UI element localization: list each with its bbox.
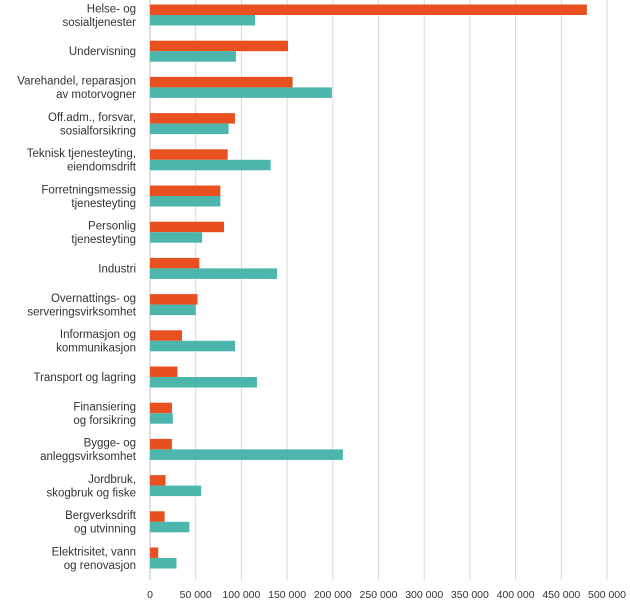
x-tick-label: 350 000 — [451, 589, 489, 601]
x-tick-label: 200 000 — [314, 589, 352, 601]
category-label-5: Forretningsmessig tjenesteyting — [41, 184, 136, 210]
bars — [150, 4, 587, 569]
category-label-13: Jordbruk, skogbruk og fiske — [47, 474, 137, 500]
category-label-line: Forretningsmessig — [41, 184, 136, 196]
category-label-line: Elektrisitet, vann — [52, 546, 136, 558]
bar-series-orange-3 — [150, 113, 236, 124]
x-tick-label: 0 — [147, 589, 153, 601]
category-label-line: Off.adm., forsvar, — [48, 112, 136, 124]
bar-series-orange-0 — [150, 4, 587, 15]
bar-series-orange-5 — [150, 185, 221, 196]
bar-series-orange-6 — [150, 221, 225, 233]
x-axis-ticks: 0 50 000 100 000 150 000 200 000 250 000 300 0… — [147, 589, 626, 601]
category-label-line: Informasjon og — [60, 329, 136, 341]
x-tick-label: 400 000 — [497, 589, 535, 601]
category-label-line: og forsikring — [73, 415, 136, 427]
category-label-line: tjenesteyting — [71, 198, 136, 210]
bar-series-teal-4 — [150, 159, 271, 171]
bar-series-teal-15 — [150, 558, 177, 569]
category-label-line: og renovasjon — [64, 560, 136, 572]
bar-series-teal-5 — [150, 196, 221, 207]
bar-series-orange-2 — [150, 76, 293, 88]
category-label-0: Helse- og sosialtjenester — [62, 3, 136, 29]
category-label-line: serveringsvirksomhet — [27, 306, 136, 318]
bar-series-teal-1 — [150, 51, 236, 62]
bar-series-orange-10 — [150, 366, 178, 377]
bar-series-teal-6 — [150, 232, 203, 243]
category-label-line: Varehandel, reparasjon — [17, 76, 136, 88]
x-tick-label: 150 000 — [268, 589, 306, 601]
bar-series-teal-10 — [150, 377, 257, 388]
category-label-line: Helse- og — [87, 3, 136, 15]
category-label-line: kommunikasjon — [56, 343, 136, 355]
category-label-line: tjenesteyting — [71, 234, 136, 246]
bar-series-orange-11 — [150, 402, 172, 414]
bar-series-orange-4 — [150, 149, 228, 160]
category-label-line: eiendomsdrift — [67, 162, 137, 174]
bar-series-orange-9 — [150, 330, 182, 341]
bar-series-orange-15 — [150, 547, 159, 558]
category-label-line: Jordbruk, — [88, 474, 136, 486]
category-label-9: Informasjon og kommunikasjon — [56, 329, 136, 355]
category-label-line: anleggsvirksomhet — [40, 451, 137, 463]
category-label-line: av motorvogner — [56, 89, 136, 101]
category-label-line: Personlig — [88, 220, 136, 232]
category-label-7: Industri — [98, 263, 136, 275]
category-label-3: Off.adm., forsvar, sosialforsikring — [48, 112, 136, 138]
category-label-line: Bygge- og — [84, 438, 136, 450]
x-tick-label: 300 000 — [405, 589, 443, 601]
category-label-line: skogbruk og fiske — [47, 487, 137, 499]
x-tick-label: 250 000 — [360, 589, 398, 601]
bar-series-teal-8 — [150, 304, 196, 316]
category-label-line: Transport og lagring — [34, 372, 137, 384]
category-labels: Helse- og sosialtjenester Undervisning Vare… — [17, 3, 137, 572]
bar-series-orange-12 — [150, 438, 172, 450]
x-tick-label: 100 000 — [222, 589, 260, 601]
category-label-15: Elektrisitet, vann og renovasjon — [52, 546, 136, 572]
category-label-2: Varehandel, reparasjon av motorvogner — [17, 76, 136, 102]
bar-series-orange-14 — [150, 511, 165, 522]
bar-series-teal-13 — [150, 485, 202, 497]
category-label-line: Industri — [98, 263, 136, 275]
category-label-14: Bergverksdrift og utvinning — [65, 510, 137, 536]
bar-series-teal-9 — [150, 340, 236, 352]
category-label-4: Teknisk tjenesteyting, eiendomsdrift — [27, 148, 137, 174]
bar-series-teal-12 — [150, 449, 343, 460]
category-label-line: sosialtjenester — [62, 17, 136, 29]
category-label-10: Transport og lagring — [34, 372, 137, 384]
bar-series-teal-3 — [150, 123, 229, 135]
bar-series-orange-8 — [150, 294, 198, 305]
bar-series-teal-2 — [150, 87, 332, 98]
category-label-line: Overnattings- og — [51, 293, 136, 305]
x-tick-label: 450 000 — [542, 589, 580, 601]
category-label-1: Undervisning — [69, 46, 136, 58]
bar-series-orange-13 — [150, 475, 166, 486]
bar-series-teal-0 — [150, 15, 256, 26]
category-label-8: Overnattings- og serveringsvirksomhet — [27, 293, 136, 319]
bar-series-teal-11 — [150, 413, 173, 424]
x-tick-label: 50 000 — [180, 589, 212, 601]
category-label-6: Personlig tjenesteyting — [71, 220, 136, 246]
category-label-line: Undervisning — [69, 46, 136, 58]
category-label-line: Finansiering — [73, 401, 136, 413]
bar-series-orange-7 — [150, 257, 200, 269]
bar-series-teal-14 — [150, 521, 190, 533]
category-label-line: og utvinning — [74, 524, 136, 536]
category-label-line: sosialforsikring — [60, 125, 136, 137]
category-label-line: Teknisk tjenesteyting, — [27, 148, 136, 160]
category-label-12: Bygge- og anleggsvirksomhet — [40, 438, 137, 464]
bar-series-orange-1 — [150, 40, 289, 52]
bar-series-teal-7 — [150, 268, 278, 279]
category-label-11: Finansiering og forsikring — [73, 401, 136, 427]
x-tick-label: 500 000 — [588, 589, 626, 601]
category-label-line: Bergverksdrift — [65, 510, 137, 522]
